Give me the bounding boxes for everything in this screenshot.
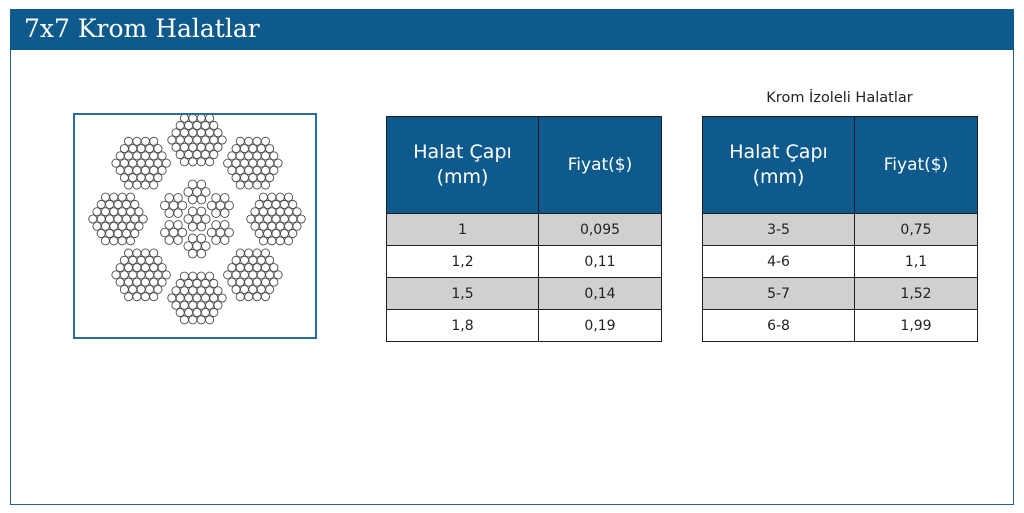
cell-price: 0,75 xyxy=(854,213,978,246)
cell-price: 0,19 xyxy=(538,309,662,342)
rope-cross-section-icon xyxy=(88,115,306,325)
table-row: 1 0,095 xyxy=(386,213,662,246)
cell-price: 0,095 xyxy=(538,213,662,246)
cell-price: 1,99 xyxy=(854,309,978,342)
price-table-insulated: Halat Çapı (mm) Fiyat($) 3-5 0,75 4-6 1,1… xyxy=(702,116,978,342)
cell-diameter: 6-8 xyxy=(702,309,855,342)
header-price: Fiyat($) xyxy=(854,116,978,214)
rope-image-frame xyxy=(73,113,317,339)
cell-diameter: 1,2 xyxy=(386,245,539,278)
header-price: Fiyat($) xyxy=(538,116,662,214)
table-row: 1,5 0,14 xyxy=(386,277,662,310)
cell-price: 0,14 xyxy=(538,277,662,310)
cell-diameter: 4-6 xyxy=(702,245,855,278)
cell-diameter: 1,5 xyxy=(386,277,539,310)
cell-diameter: 3-5 xyxy=(702,213,855,246)
cell-diameter: 1 xyxy=(386,213,539,246)
cell-diameter: 1,8 xyxy=(386,309,539,342)
header-diameter: Halat Çapı (mm) xyxy=(386,116,539,214)
table-row: 5-7 1,52 xyxy=(702,277,978,310)
table-row: 1,8 0,19 xyxy=(386,309,662,342)
cell-diameter: 5-7 xyxy=(702,277,855,310)
insulated-table-caption: Krom İzoleli Halatlar xyxy=(766,90,913,106)
price-table-chrome: Halat Çapı (mm) Fiyat($) 1 0,095 1,2 0,11… xyxy=(386,116,662,342)
page-title: 7x7 Krom Halatlar xyxy=(24,14,260,43)
cell-price: 1,1 xyxy=(854,245,978,278)
table-row: 3-5 0,75 xyxy=(702,213,978,246)
table-row: 1,2 0,11 xyxy=(386,245,662,278)
table-header-row: Halat Çapı (mm) Fiyat($) xyxy=(702,116,978,214)
header-diameter: Halat Çapı (mm) xyxy=(702,116,855,214)
cell-price: 1,52 xyxy=(854,277,978,310)
title-bar: 7x7 Krom Halatlar xyxy=(10,9,1014,50)
table-row: 6-8 1,99 xyxy=(702,309,978,342)
table-row: 4-6 1,1 xyxy=(702,245,978,278)
table-header-row: Halat Çapı (mm) Fiyat($) xyxy=(386,116,662,214)
cell-price: 0,11 xyxy=(538,245,662,278)
